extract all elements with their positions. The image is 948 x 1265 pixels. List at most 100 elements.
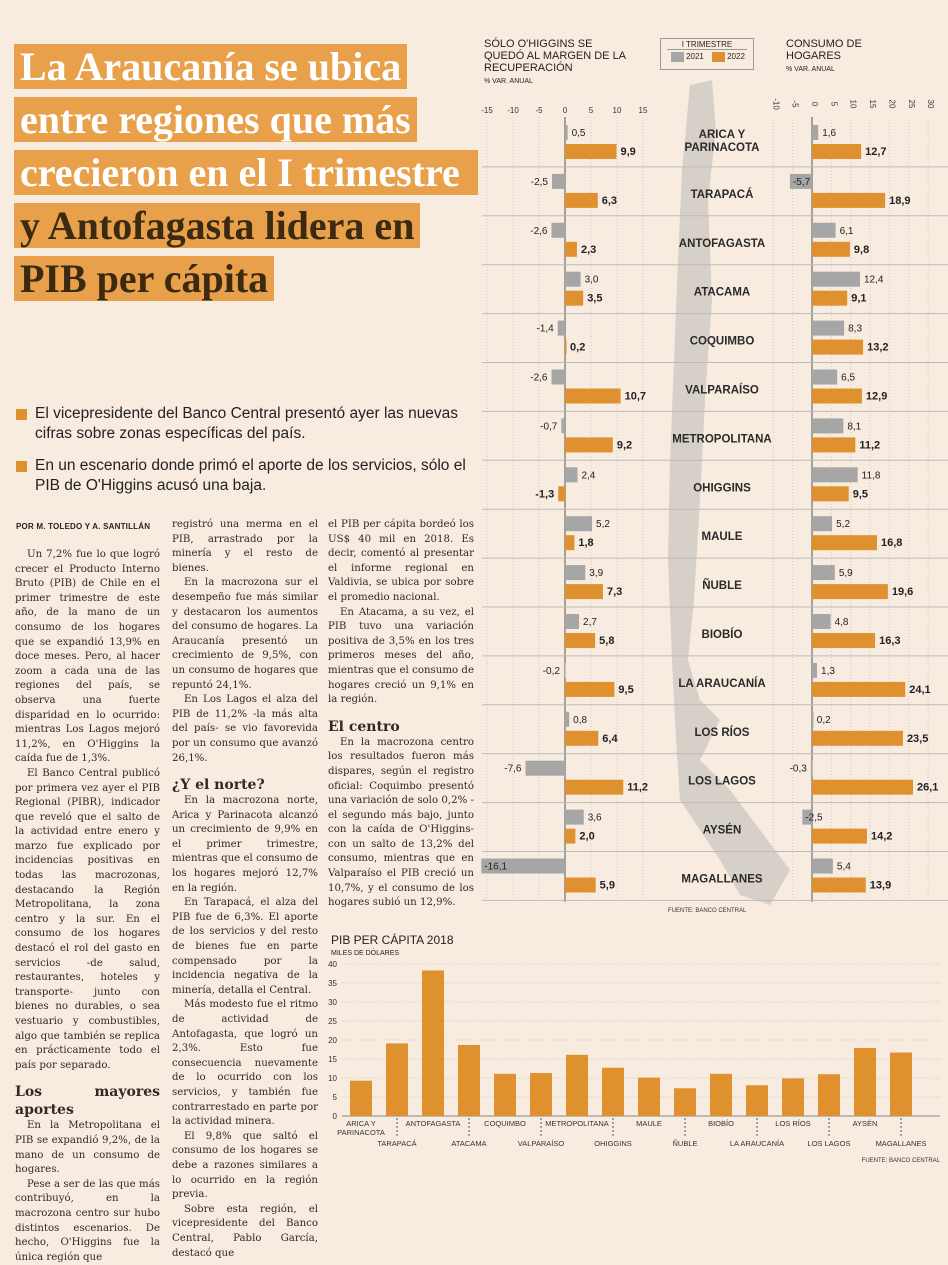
- category-label: ARICA Y: [346, 1119, 375, 1128]
- bar-value-label: 0,5: [572, 128, 586, 139]
- bar-consumo-2021: [812, 125, 819, 140]
- region-label: TARAPACÁ: [691, 188, 754, 201]
- per-capita-bar: [854, 1047, 876, 1116]
- axis-tick-label: -10: [507, 106, 519, 115]
- category-label: TARAPACÁ: [377, 1139, 416, 1148]
- bar-value-label: 12,7: [865, 146, 886, 158]
- bar-value-label: 2,3: [581, 244, 596, 256]
- bullet-item: En un escenario donde primó el aporte de…: [16, 456, 476, 496]
- bar-consumo-2021: [812, 222, 836, 238]
- article-paragraph: Pese a ser de las que más contribuyó, en…: [15, 1178, 160, 1263]
- axis-tick-label: 20: [328, 1036, 337, 1045]
- bar-value-label: 5,9: [600, 880, 615, 892]
- bar-value-label: -7,6: [504, 764, 522, 775]
- category-label: AYSÉN: [853, 1119, 878, 1128]
- bar-consumo-2021: [802, 809, 812, 825]
- bullet-text: En un escenario donde primó el aporte de…: [35, 457, 466, 494]
- category-label: ATACAMA: [451, 1139, 486, 1148]
- region-label: MAULE: [702, 531, 743, 543]
- bar-consumo-2022: [812, 192, 886, 208]
- bar-value-label: 18,9: [889, 195, 910, 207]
- section-heading: El centro: [328, 718, 400, 735]
- bar-consumo-2021: [812, 565, 835, 581]
- axis-tick-label: 5: [829, 102, 838, 107]
- region-label: PARINACOTA: [685, 142, 760, 154]
- bar-value-label: 8,1: [847, 421, 861, 432]
- bar-value-label: 16,3: [879, 635, 900, 647]
- axis-tick-label: 25: [907, 100, 916, 109]
- bar-value-label: 4,8: [835, 617, 849, 628]
- bar-value-label: 11,8: [862, 470, 881, 481]
- bar-value-label: 5,9: [839, 568, 853, 579]
- category-label: COQUIMBO: [484, 1119, 526, 1128]
- per-capita-bar: [530, 1073, 552, 1116]
- article-paragraph: Más modesto fue el ritmo de actividad de…: [172, 999, 318, 1128]
- category-label: ANTOFAGASTA: [406, 1119, 461, 1128]
- bar-pib-2021: [525, 760, 565, 776]
- bar-pib-2021: [561, 418, 565, 434]
- axis-tick-label: 0: [810, 102, 819, 107]
- bar-pib-2022: [565, 241, 577, 257]
- legend-swatch-2021: [671, 52, 685, 62]
- bar-consumo-2022: [812, 681, 906, 697]
- bar-value-label: 1,6: [822, 128, 836, 139]
- bar-value-label: 9,9: [620, 146, 635, 158]
- bar-value-label: 9,2: [617, 439, 632, 451]
- axis-tick-label: 5: [589, 106, 594, 115]
- bar-value-label: -0,3: [790, 764, 808, 775]
- article-paragraph: En Atacama, a su vez, el PIB tuvo una va…: [328, 606, 474, 706]
- per-capita-bar: [602, 1067, 624, 1116]
- bar-pib-2022: [558, 486, 565, 502]
- category-label: ÑUBLE: [672, 1139, 697, 1148]
- section-heading: Los mayores aportes: [15, 1084, 160, 1119]
- axis-tick-label: -5: [791, 100, 800, 108]
- bar-value-label: 19,6: [892, 586, 913, 598]
- chart-legend: I TRIMESTRE 2021 2022: [660, 38, 754, 70]
- region-label: ATACAMA: [694, 287, 750, 299]
- bar-value-label: 24,1: [909, 684, 930, 696]
- bar-consumo-2022: [812, 779, 914, 795]
- bar-value-label: 0,8: [573, 715, 587, 726]
- region-label: ARICA Y: [699, 129, 746, 141]
- bar-consumo-2021: [812, 662, 818, 678]
- bar-consumo-2021: [812, 271, 860, 287]
- region-label: LOS RÍOS: [695, 726, 750, 739]
- bar-pib-2021: [552, 173, 565, 189]
- section-heading: ¿Y el norte?: [172, 777, 265, 794]
- bar-value-label: 9,1: [851, 293, 866, 305]
- bar-consumo-2022: [812, 388, 862, 404]
- orange-square-icon: [16, 461, 27, 472]
- bar-value-label: 6,5: [841, 373, 855, 384]
- bar-pib-2021: [565, 809, 584, 825]
- consumo-chart-title: CONSUMO DE HOGARES% VAR. ANUAL: [786, 38, 862, 73]
- bar-consumo-2021: [812, 369, 838, 385]
- bar-pib-2022: [565, 730, 599, 746]
- bar-value-label: 13,9: [870, 880, 891, 892]
- region-label: ANTOFAGASTA: [679, 238, 765, 250]
- category-label: VALPARAÍSO: [518, 1139, 565, 1148]
- byline: POR M. TOLEDO Y A. SANTILLÁN: [16, 522, 151, 531]
- region-label: METROPOLITANA: [672, 433, 771, 445]
- bar-value-label: 2,7: [583, 617, 597, 628]
- orange-square-icon: [16, 409, 27, 420]
- bar-pib-2021: [565, 271, 581, 287]
- bar-pib-2022: [565, 290, 584, 306]
- category-label: LOS LAGOS: [808, 1139, 851, 1148]
- regional-charts: -15 -10 -5 0 5 10 15 -10 -5 0 5 10 15 20 25 30 0,5 9,9 1,6…: [481, 80, 948, 914]
- bar-pib-2021: [557, 320, 565, 336]
- per-capita-bar: [422, 970, 444, 1116]
- bar-consumo-2022: [812, 535, 878, 551]
- article-paragraph: En la macrozona sur el desempeño fue más…: [172, 577, 318, 691]
- axis-tick-label: -5: [535, 106, 543, 115]
- bar-value-label: 3,9: [589, 568, 603, 579]
- bar-value-label: -2,5: [805, 813, 823, 824]
- per-capita-bar: [458, 1044, 480, 1116]
- bar-value-label: 5,2: [836, 519, 850, 530]
- bar-pib-2022: [565, 877, 596, 893]
- legend-label-2021: 2021: [686, 52, 704, 62]
- bar-value-label: -0,2: [543, 666, 561, 677]
- bar-value-label: 10,7: [625, 391, 646, 403]
- bar-pib-2021: [565, 467, 578, 483]
- bar-value-label: 14,2: [871, 831, 892, 843]
